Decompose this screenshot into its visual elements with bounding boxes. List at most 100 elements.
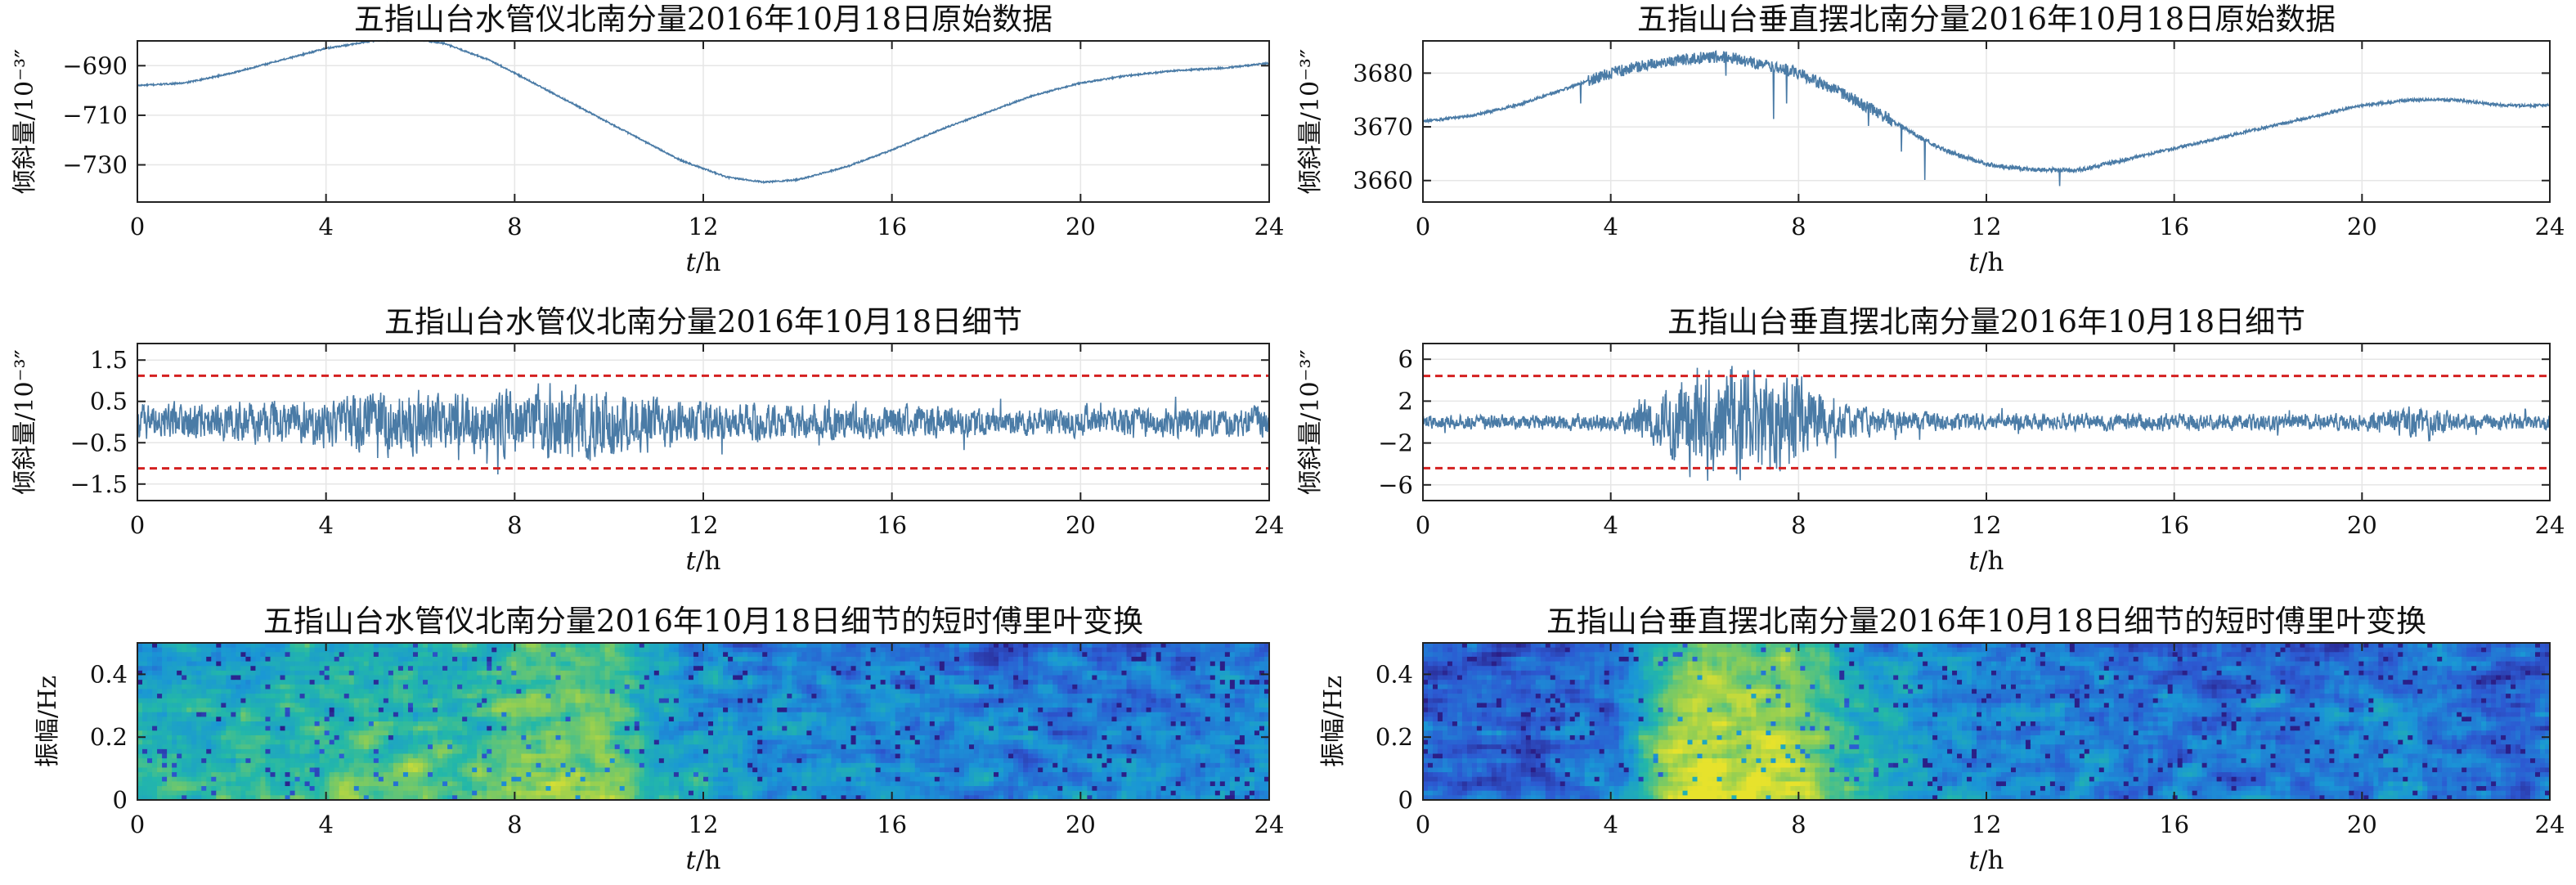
- heatmap-cell: [1048, 643, 1053, 649]
- heatmap-cell: [447, 661, 453, 667]
- heatmap-cell: [511, 661, 517, 667]
- heatmap-cell: [182, 726, 187, 731]
- heatmap-cell: [890, 689, 896, 694]
- heatmap-cell: [147, 694, 153, 699]
- heatmap-cell: [531, 698, 537, 704]
- heatmap-cell: [250, 689, 257, 694]
- heatmap-cell: [678, 652, 684, 658]
- heatmap-cell: [221, 703, 227, 708]
- heatmap-cell: [792, 643, 797, 649]
- heatmap-cell: [226, 666, 231, 672]
- y-tick-label: −2: [1378, 429, 1413, 457]
- heatmap-cell: [1259, 656, 1265, 663]
- heatmap-cell: [240, 652, 246, 658]
- heatmap-cell: [167, 721, 173, 727]
- heatmap-cell: [491, 735, 497, 741]
- heatmap-cell: [491, 694, 497, 699]
- heatmap-cell: [191, 735, 197, 741]
- heatmap-cell: [1102, 689, 1108, 694]
- heatmap-cell: [855, 694, 862, 699]
- heatmap-cell: [1229, 675, 1236, 681]
- heatmap-cell: [949, 698, 955, 704]
- heatmap-cell: [949, 735, 955, 741]
- heatmap-cell: [339, 652, 345, 658]
- heatmap-cell: [604, 661, 611, 667]
- heatmap-cell: [797, 666, 802, 672]
- heatmap-cell: [855, 708, 862, 713]
- heatmap-cell: [1160, 684, 1167, 690]
- heatmap-cell: [1146, 675, 1152, 681]
- heatmap-cell: [393, 735, 399, 741]
- heatmap-cell: [417, 735, 424, 741]
- heatmap-cell: [240, 643, 246, 649]
- heatmap-cell: [1141, 726, 1147, 731]
- heatmap-cell: [1180, 652, 1187, 658]
- heatmap-cell: [590, 670, 596, 676]
- heatmap-cell: [1121, 694, 1128, 699]
- heatmap-cell: [939, 670, 945, 676]
- heatmap-cell: [541, 652, 547, 658]
- heatmap-cell: [260, 647, 267, 653]
- heatmap-cell: [865, 680, 872, 685]
- heatmap-cell: [648, 726, 655, 731]
- heatmap-cell: [240, 735, 246, 741]
- heatmap-cell: [1072, 703, 1078, 708]
- heatmap-cell: [388, 735, 394, 741]
- heatmap-cell: [619, 652, 626, 658]
- heatmap-cell: [713, 735, 719, 741]
- heatmap-cell: [1195, 661, 1201, 667]
- heatmap-cell: [255, 712, 262, 717]
- heatmap-cell: [545, 721, 552, 727]
- heatmap-cell: [1200, 680, 1206, 685]
- heatmap-cell: [595, 680, 601, 685]
- heatmap-cell: [599, 652, 606, 658]
- heatmap-cell: [1185, 680, 1192, 685]
- heatmap-cell: [777, 652, 783, 658]
- heatmap-cell: [723, 666, 729, 672]
- heatmap-cell: [821, 670, 828, 676]
- heatmap-cell: [673, 666, 680, 672]
- heatmap-cell: [944, 684, 950, 690]
- heatmap-cell: [1224, 652, 1231, 658]
- heatmap-cell: [1048, 712, 1053, 717]
- heatmap-cell: [457, 712, 463, 717]
- heatmap-cell: [634, 735, 640, 741]
- heatmap-cell: [909, 647, 916, 653]
- heatmap-cell: [1151, 703, 1157, 708]
- heatmap-cell: [555, 670, 562, 676]
- heatmap-cell: [1048, 703, 1053, 708]
- heatmap-cell: [339, 721, 345, 727]
- heatmap-cell: [668, 708, 675, 713]
- heatmap-cell: [531, 670, 537, 676]
- heatmap-cell: [236, 708, 241, 713]
- heatmap-cell: [299, 661, 306, 667]
- heatmap-cell: [147, 721, 153, 727]
- heatmap-cell: [240, 694, 246, 699]
- heatmap-cell: [870, 689, 877, 694]
- heatmap-cell: [1249, 680, 1255, 685]
- heatmap-cell: [167, 726, 173, 731]
- y-tick-label: 3680: [1353, 59, 1413, 87]
- heatmap-cell: [501, 735, 507, 741]
- heatmap-cell: [580, 680, 586, 685]
- heatmap-cell: [1028, 735, 1034, 741]
- heatmap-cell: [142, 717, 148, 722]
- heatmap-cell: [826, 726, 832, 731]
- heatmap-cell: [343, 684, 350, 690]
- heatmap-cell: [743, 689, 748, 694]
- heatmap-cell: [1259, 698, 1265, 704]
- heatmap-cell: [255, 721, 262, 727]
- heatmap-cell: [1043, 698, 1048, 704]
- heatmap-cell: [929, 689, 936, 694]
- heatmap-cell: [914, 647, 921, 653]
- heatmap-cell: [575, 698, 581, 704]
- heatmap-cell: [1254, 712, 1260, 717]
- heatmap-cell: [1195, 698, 1201, 704]
- heatmap-cell: [821, 689, 828, 694]
- heatmap-cell: [846, 730, 852, 736]
- heatmap-cell: [1072, 652, 1078, 658]
- heatmap-cell: [777, 670, 783, 676]
- heatmap-cell: [250, 643, 257, 649]
- heatmap-cell: [797, 712, 802, 717]
- heatmap-cell: [585, 689, 591, 694]
